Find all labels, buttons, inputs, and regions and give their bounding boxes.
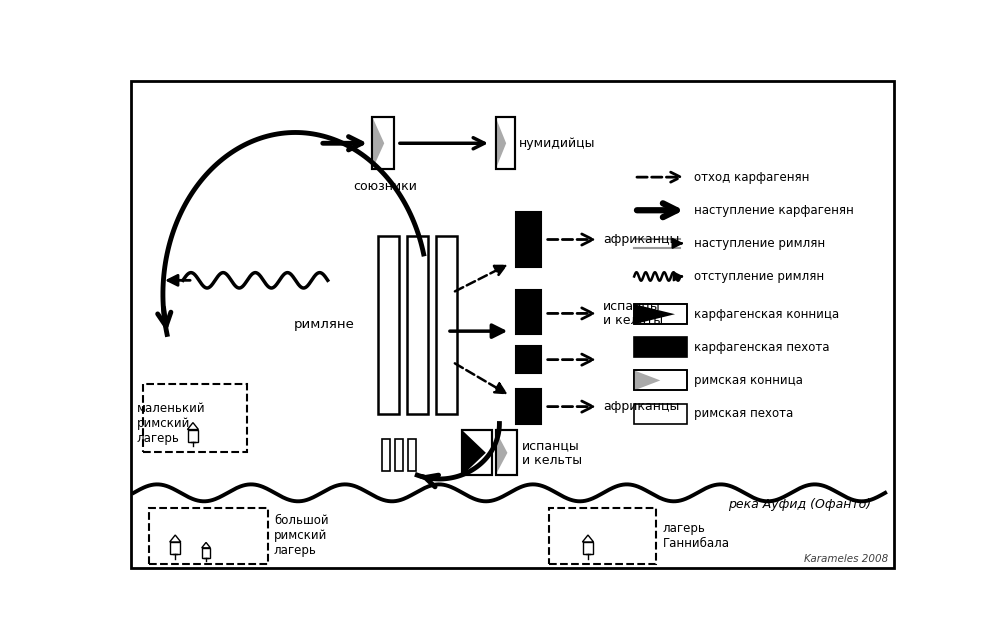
Bar bbox=[202, 548, 210, 557]
Bar bbox=[462, 431, 492, 475]
Text: маленький
римский
лагерь: маленький римский лагерь bbox=[137, 402, 205, 445]
Bar bbox=[149, 508, 268, 564]
Text: карфагенская пехота: карфагенская пехота bbox=[694, 341, 830, 354]
Text: африканцы: африканцы bbox=[603, 233, 680, 246]
Polygon shape bbox=[170, 535, 181, 542]
Bar bbox=[462, 431, 492, 475]
Bar bbox=[516, 290, 541, 334]
Bar bbox=[496, 431, 517, 475]
Text: римляне: римляне bbox=[293, 318, 354, 331]
Text: Karameles 2008: Karameles 2008 bbox=[804, 553, 888, 564]
Polygon shape bbox=[634, 370, 660, 390]
Bar bbox=[143, 385, 247, 452]
Bar bbox=[516, 389, 541, 424]
Bar bbox=[634, 370, 687, 390]
Polygon shape bbox=[202, 542, 210, 548]
Bar bbox=[382, 439, 390, 471]
Polygon shape bbox=[582, 535, 594, 542]
Bar bbox=[170, 542, 180, 555]
Text: отход карфагенян: отход карфагенян bbox=[694, 171, 810, 184]
Bar bbox=[634, 304, 687, 324]
Text: нумидийцы: нумидийцы bbox=[519, 137, 595, 150]
Text: лагерь
Ганнибала: лагерь Ганнибала bbox=[663, 522, 730, 550]
Text: римская пехота: римская пехота bbox=[694, 407, 793, 420]
Bar bbox=[516, 346, 541, 373]
Bar bbox=[634, 370, 687, 390]
Bar bbox=[634, 337, 687, 358]
Text: римская конница: римская конница bbox=[694, 374, 803, 387]
Bar bbox=[496, 431, 517, 475]
Text: большой
римский
лагерь: большой римский лагерь bbox=[274, 514, 328, 557]
Text: испанцы
и кельты: испанцы и кельты bbox=[522, 438, 582, 467]
Text: союзники: союзники bbox=[354, 180, 417, 193]
Bar bbox=[188, 429, 198, 442]
Bar bbox=[496, 117, 515, 169]
Polygon shape bbox=[187, 422, 198, 429]
Polygon shape bbox=[496, 431, 507, 475]
Bar bbox=[496, 117, 515, 169]
Bar bbox=[549, 508, 656, 564]
Bar bbox=[378, 236, 399, 413]
Bar bbox=[436, 236, 457, 413]
Text: карфагенская конница: карфагенская конница bbox=[694, 308, 839, 321]
Polygon shape bbox=[496, 117, 506, 169]
Text: наступление карфагенян: наступление карфагенян bbox=[694, 204, 854, 217]
Text: наступление римлян: наступление римлян bbox=[694, 237, 825, 250]
Bar bbox=[395, 439, 403, 471]
Bar bbox=[407, 236, 428, 413]
Bar bbox=[372, 117, 394, 169]
Text: отступление римлян: отступление римлян bbox=[694, 270, 824, 283]
Polygon shape bbox=[634, 304, 675, 324]
Text: испанцы
и кельты: испанцы и кельты bbox=[603, 299, 663, 327]
Bar bbox=[408, 439, 416, 471]
Bar bbox=[372, 117, 394, 169]
Bar bbox=[634, 404, 687, 424]
Polygon shape bbox=[372, 117, 384, 169]
Bar bbox=[634, 304, 687, 324]
Bar bbox=[583, 542, 593, 555]
Text: река Ауфид (Офанто): река Ауфид (Офанто) bbox=[728, 498, 871, 511]
Polygon shape bbox=[462, 431, 486, 475]
Bar bbox=[516, 212, 541, 267]
Text: африканцы: африканцы bbox=[603, 400, 680, 413]
